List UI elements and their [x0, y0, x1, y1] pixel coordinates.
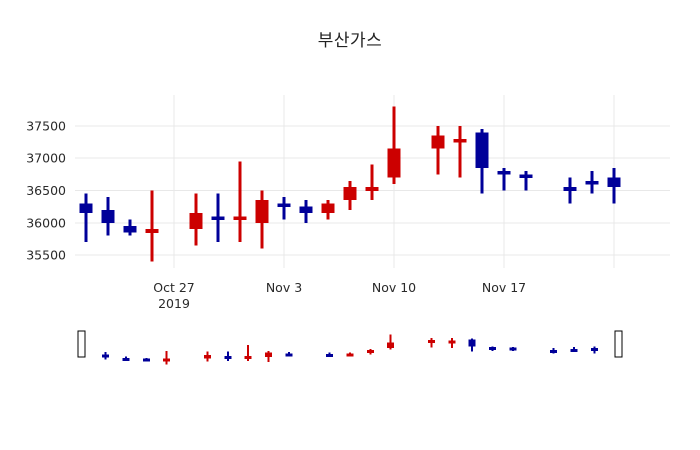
candle-body[interactable]	[233, 216, 247, 220]
navigator-candle-body[interactable]	[224, 355, 232, 359]
x-axis-tick-label: Nov 17	[482, 280, 526, 295]
y-axis-tick-label: 37500	[26, 118, 66, 133]
navigator-candle-body[interactable]	[366, 350, 374, 354]
candle-body[interactable]	[607, 177, 621, 188]
navigator-candle-body[interactable]	[550, 350, 558, 354]
navigator-candle-body[interactable]	[468, 339, 476, 347]
navigator-candle-body[interactable]	[244, 355, 252, 359]
navigator-candle-body[interactable]	[326, 353, 334, 357]
navigator-candle-body[interactable]	[122, 357, 130, 361]
x-axis-tick-label: Oct 27	[153, 280, 195, 295]
candle-body[interactable]	[563, 187, 577, 191]
y-axis-tick-label: 37000	[26, 151, 66, 166]
y-axis-tick-labels: 35500 36000 36500 37000 37500	[26, 118, 66, 262]
navigator-candle-body[interactable]	[590, 348, 598, 352]
candle-body[interactable]	[299, 206, 313, 214]
x-axis-tick-label: Nov 10	[372, 280, 416, 295]
candle-body[interactable]	[277, 203, 291, 207]
navigator-candle-body[interactable]	[346, 353, 354, 357]
candle-body[interactable]	[255, 200, 269, 223]
candle-body[interactable]	[189, 213, 203, 230]
candle-body[interactable]	[497, 171, 511, 175]
y-axis-tick-label: 35500	[26, 248, 66, 263]
navigator-handle-left[interactable]	[77, 330, 86, 358]
navigator-candle-body[interactable]	[102, 354, 110, 358]
candle-body[interactable]	[387, 148, 401, 178]
candle-body[interactable]	[431, 135, 445, 149]
x-axis-tick-label: Nov 3	[266, 280, 302, 295]
candle-body[interactable]	[145, 229, 159, 233]
navigator-handle-right[interactable]	[614, 330, 623, 358]
navigator-handles[interactable]	[77, 330, 623, 358]
navigator-candle-body[interactable]	[448, 340, 456, 344]
candle-body[interactable]	[321, 203, 335, 214]
navigator-candle-body[interactable]	[265, 352, 273, 358]
candle-body[interactable]	[475, 132, 489, 168]
navigator-candle-body[interactable]	[163, 358, 171, 362]
navigator-candle-body[interactable]	[570, 348, 578, 352]
candle-body[interactable]	[453, 138, 467, 143]
navigator-candle-body[interactable]	[203, 355, 211, 359]
candle-body[interactable]	[365, 187, 379, 191]
candlestick-series[interactable]	[79, 106, 621, 262]
candle-body[interactable]	[211, 216, 225, 220]
candle-body[interactable]	[123, 226, 137, 233]
y-axis-tick-label: 36500	[26, 183, 66, 198]
y-axis-tick-label: 36000	[26, 215, 66, 230]
navigator-series[interactable]	[102, 334, 598, 365]
candle-body[interactable]	[79, 203, 93, 214]
navigator-candle-body[interactable]	[427, 339, 435, 343]
navigator-candle-body[interactable]	[489, 346, 497, 350]
navigator-candle-body[interactable]	[142, 358, 150, 362]
candle-body[interactable]	[101, 209, 115, 223]
candle-body[interactable]	[343, 187, 357, 201]
candle-body[interactable]	[585, 180, 599, 185]
x-axis-year-label: 2019	[158, 296, 190, 311]
navigator-candle-body[interactable]	[509, 347, 517, 351]
page-title: 부산가스	[317, 31, 383, 51]
navigator-candle-body[interactable]	[285, 353, 293, 357]
candle-body[interactable]	[519, 174, 533, 178]
navigator-candle-body[interactable]	[387, 342, 395, 349]
